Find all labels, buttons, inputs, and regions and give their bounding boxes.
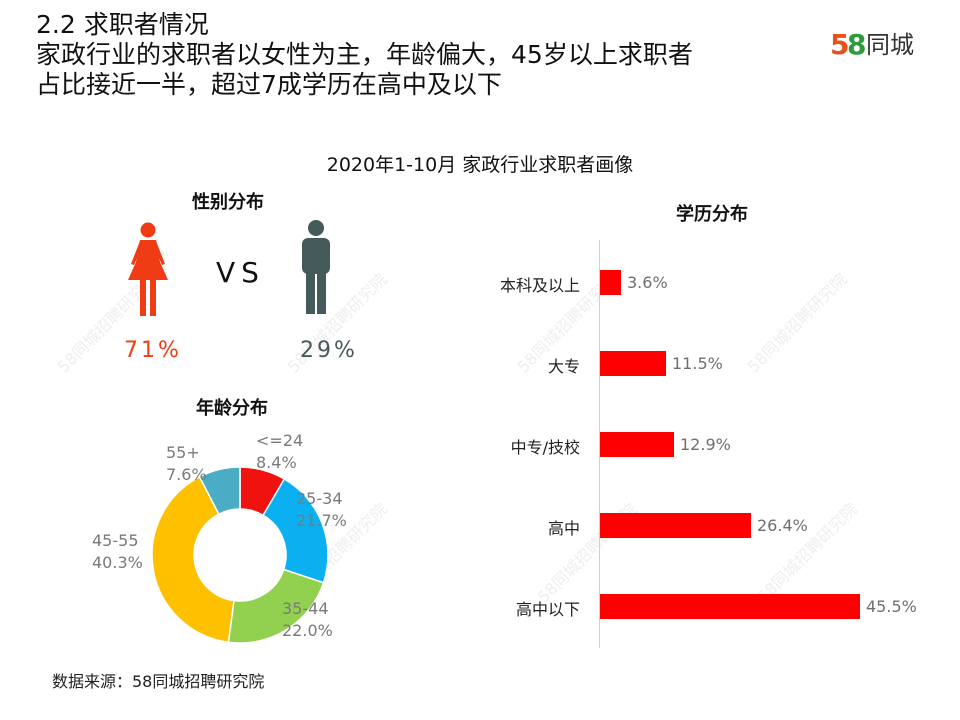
male-percent: 29%: [300, 338, 358, 363]
edu-value: 45.5%: [866, 597, 917, 616]
headline-line-1: 家政行业的求职者以女性为主，年龄偏大，45岁以上求职者: [36, 40, 693, 69]
education-title: 学历分布: [676, 204, 748, 225]
edu-category-bachelor: 本科及以上: [499, 276, 580, 295]
age-label-35-44: 35-44 22.0%: [282, 599, 333, 640]
age-label-55plus: 55+ 7.6%: [166, 443, 207, 484]
vs-label: VS: [216, 256, 265, 289]
donut-slice-45-55: [151, 475, 235, 644]
age-donut: [151, 466, 329, 644]
headline-line-2: 占比接近一半，超过7成学历在高中及以下: [36, 70, 502, 99]
svg-text:8: 8: [847, 28, 866, 61]
chart-title: 2020年1-10月 家政行业求职者画像: [326, 154, 634, 176]
brand-logo: 5 8 同城: [830, 24, 930, 64]
donut-slice-55-: [198, 466, 241, 516]
edu-value: 12.9%: [680, 435, 731, 454]
edu-value: 11.5%: [672, 354, 723, 373]
page-heading: 2.2 求职者情况 家政行业的求职者以女性为主，年龄偏大，45岁以上求职者 占比…: [36, 10, 693, 100]
edu-bar: [600, 432, 674, 457]
edu-value: 3.6%: [627, 273, 668, 292]
gender-title: 性别分布: [192, 192, 264, 213]
section-title: 2.2 求职者情况: [36, 10, 209, 39]
edu-category-below-highschool: 高中以下: [515, 600, 580, 619]
female-percent: 71%: [124, 338, 182, 363]
svg-text:同城: 同城: [866, 31, 914, 59]
edu-value: 26.4%: [757, 516, 808, 535]
watermark: 58同城招聘研究院: [743, 269, 851, 377]
data-source: 数据来源：58同城招聘研究院: [52, 672, 265, 691]
male-icon: [298, 220, 334, 320]
edu-bar: [600, 594, 860, 619]
age-title: 年龄分布: [196, 398, 268, 419]
age-label-25-34: 25-34 21.7%: [296, 489, 347, 530]
edu-category-vocational: 中专/技校: [510, 438, 580, 457]
watermark: 58同城招聘研究院: [753, 499, 861, 607]
edu-category-college: 大专: [547, 357, 580, 376]
age-label-le24: <=24 8.4%: [256, 431, 304, 472]
female-icon: [126, 222, 170, 322]
age-label-45-55: 45-55 40.3%: [92, 531, 143, 572]
svg-text:5: 5: [830, 28, 849, 61]
education-axis: [599, 240, 600, 648]
edu-bar: [600, 513, 751, 538]
edu-category-highschool: 高中: [547, 519, 580, 538]
edu-bar: [600, 351, 666, 376]
edu-bar: [600, 270, 621, 295]
